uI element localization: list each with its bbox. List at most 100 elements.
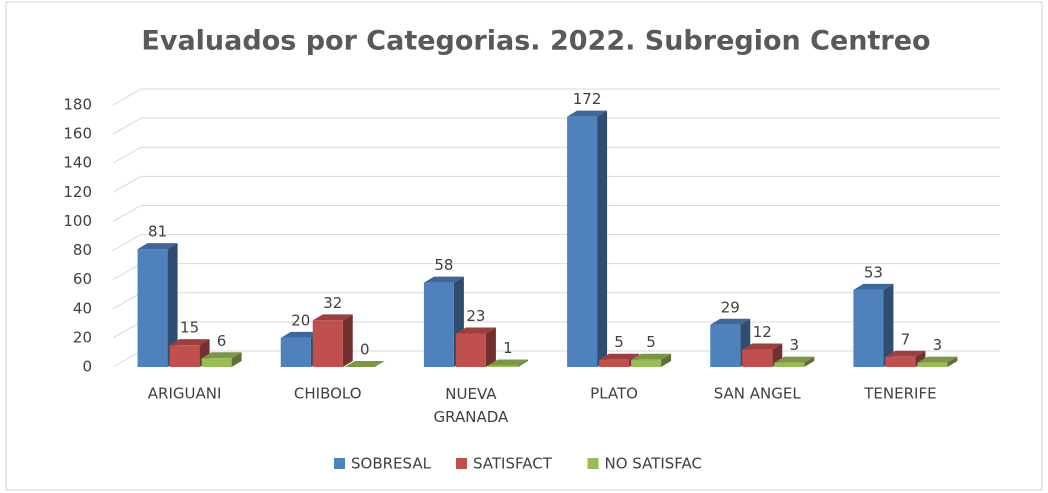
bar-front — [312, 320, 343, 367]
bar-side — [947, 356, 958, 367]
bar — [455, 327, 496, 367]
bar-top — [344, 361, 385, 367]
chart-title: Evaluados por Categorias. 2022. Subregio… — [141, 26, 930, 57]
bar-side — [883, 283, 894, 367]
value-label: 58 — [434, 256, 453, 274]
bar-front — [137, 249, 168, 367]
bar-front — [455, 333, 486, 367]
y-tick-label: 0 — [82, 358, 92, 376]
value-label: 3 — [933, 336, 943, 354]
value-label: 32 — [323, 294, 342, 312]
value-label: 15 — [180, 319, 199, 337]
bar-side — [167, 243, 178, 367]
bar-side — [597, 110, 608, 368]
bar-top — [312, 314, 353, 321]
bar-top — [599, 353, 640, 360]
x-tick-label: NUEVA GRANADA — [434, 385, 509, 426]
bar-top — [885, 350, 926, 357]
bar — [487, 359, 528, 367]
value-label: 5 — [646, 333, 656, 351]
bar-front — [774, 362, 805, 367]
value-label: 29 — [721, 298, 740, 316]
y-tick-label: 180 — [63, 96, 92, 114]
bar-front — [885, 356, 916, 367]
x-tick-label: PLATO — [590, 385, 638, 403]
bar — [631, 353, 672, 367]
bar-front — [853, 289, 884, 367]
bar-top — [742, 343, 783, 350]
bar — [917, 356, 958, 367]
grid-line — [112, 146, 1000, 164]
chart-border — [5, 1, 1043, 491]
value-label: 0 — [360, 341, 370, 359]
bar — [853, 283, 894, 367]
y-tick-label: 20 — [73, 328, 92, 346]
bar-top — [853, 283, 894, 290]
bar-top — [631, 353, 672, 360]
y-tick-label: 40 — [73, 299, 92, 317]
bar-front — [567, 116, 598, 368]
grid-line — [112, 88, 1000, 106]
bar-front — [201, 358, 232, 367]
bar-side — [804, 356, 815, 367]
grid-line — [112, 204, 1000, 222]
bar-top — [423, 276, 464, 283]
legend-swatch — [456, 458, 467, 469]
bar-side — [231, 352, 242, 367]
bar-front — [917, 362, 948, 367]
bar-side — [485, 327, 496, 367]
x-tick-label: CHIBOLO — [294, 385, 362, 403]
bar-top — [774, 356, 815, 363]
bar-top — [201, 352, 242, 359]
bar — [567, 110, 608, 368]
bar — [137, 243, 178, 367]
grid-line — [112, 234, 1000, 251]
x-tick-label: ARIGUANI — [148, 385, 222, 403]
value-label: 23 — [466, 307, 485, 325]
bar-top — [567, 110, 608, 117]
bar — [344, 361, 385, 367]
value-label: 3 — [789, 336, 799, 354]
grid-line — [112, 175, 1000, 193]
bar-front — [280, 337, 311, 367]
value-label: 7 — [901, 330, 911, 348]
bar-front — [599, 359, 630, 367]
legend-label: SOBRESAL — [351, 455, 432, 473]
bar-top — [169, 339, 210, 346]
bar-top — [487, 359, 528, 366]
bar-side — [517, 359, 528, 367]
value-label: 6 — [217, 332, 227, 350]
x-tick-label-line: GRANADA — [434, 408, 509, 426]
value-label: 20 — [291, 311, 310, 329]
grid-line — [112, 117, 1000, 135]
bar-top — [710, 318, 751, 325]
value-label: 5 — [614, 333, 624, 351]
y-tick-label: 80 — [73, 241, 92, 259]
x-tick-label: TENERIFE — [863, 385, 936, 403]
legend-swatch — [334, 458, 345, 469]
value-label: 53 — [864, 263, 883, 281]
x-tick-label-line: NUEVA — [445, 385, 497, 403]
legend-label: NO SATISFAC — [605, 455, 703, 473]
value-label: 172 — [573, 90, 602, 108]
value-label: 12 — [753, 323, 772, 341]
bar-top — [280, 331, 321, 338]
value-label: 81 — [148, 223, 167, 241]
x-tick-label: SAN ANGEL — [714, 385, 802, 403]
y-tick-label: 120 — [63, 183, 92, 201]
bar-front — [423, 282, 454, 367]
y-tick-label: 140 — [63, 154, 92, 172]
bar — [201, 352, 242, 367]
legend-label: SATISFACT — [473, 455, 553, 473]
bar-top — [917, 356, 958, 363]
legend-swatch — [587, 458, 599, 469]
bar-top — [137, 243, 178, 250]
bar-front — [631, 359, 662, 367]
bar-top — [455, 327, 496, 334]
bar-side — [342, 314, 353, 367]
bar-front — [169, 345, 200, 367]
value-label: 1 — [503, 339, 513, 357]
bar-front — [487, 365, 518, 367]
y-tick-label: 60 — [73, 270, 92, 288]
